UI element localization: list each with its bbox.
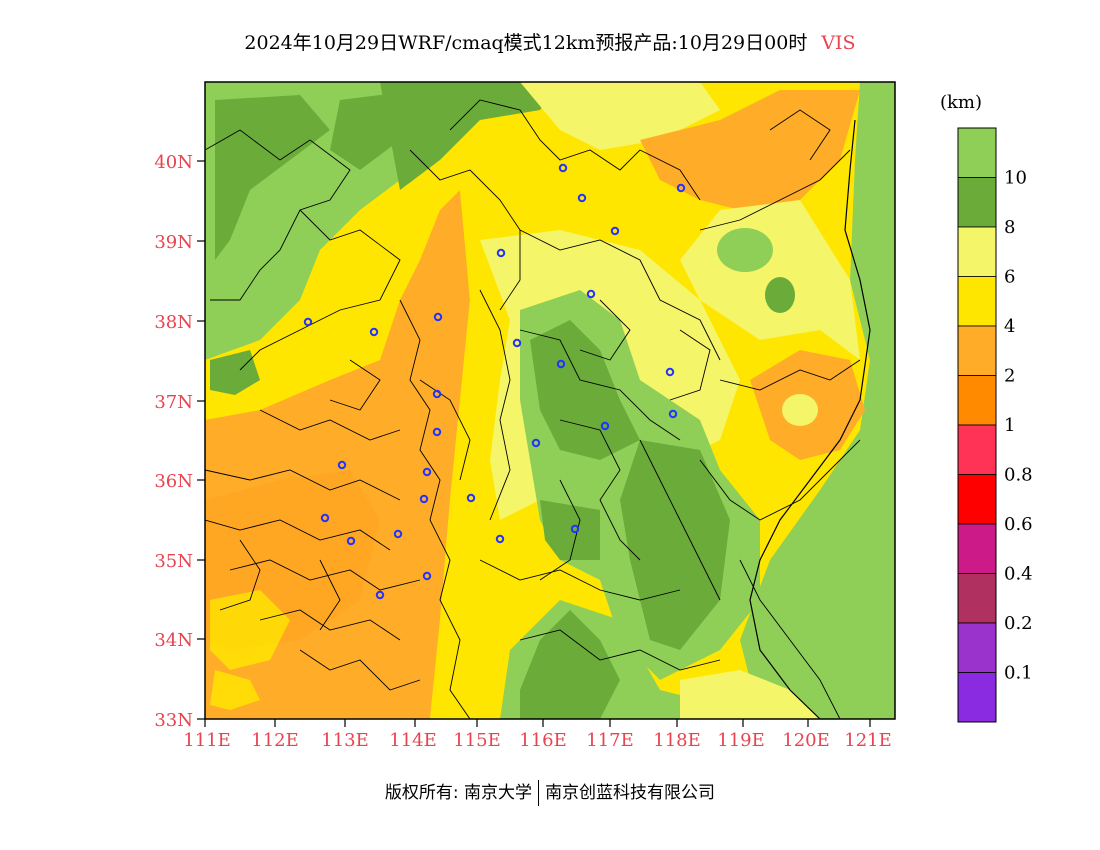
city-marker — [556, 359, 566, 369]
colorbar-label: 0.2 — [1004, 613, 1033, 634]
colorbar-swatch — [957, 127, 997, 178]
city-marker — [432, 389, 442, 399]
y-tick-label: 34N — [154, 630, 193, 651]
colorbar-swatch — [957, 226, 997, 277]
y-tick-label: 39N — [154, 232, 193, 253]
city-marker — [346, 536, 356, 546]
city-marker — [422, 571, 432, 581]
colorbar-swatch — [957, 424, 997, 475]
title-variable: VIS — [821, 32, 856, 54]
city-marker — [558, 163, 568, 173]
city-marker — [668, 409, 678, 419]
x-tick-label: 114E — [389, 730, 437, 751]
y-tick-label: 35N — [154, 551, 193, 572]
footer-copyright: 版权所有: 南京大学 — [384, 783, 533, 803]
city-markers — [303, 163, 686, 600]
city-marker — [665, 367, 675, 377]
x-tick-label: 116E — [519, 730, 567, 751]
city-marker — [419, 494, 429, 504]
city-marker — [303, 317, 313, 327]
footer-separator — [538, 780, 540, 806]
footer: 版权所有: 南京大学 南京创蓝科技有限公司 — [0, 778, 1100, 806]
city-marker — [432, 427, 442, 437]
y-tick-label: 37N — [154, 392, 193, 413]
y-tick-label: 38N — [154, 312, 193, 333]
y-tick-label: 36N — [154, 471, 193, 492]
x-tick-label: 115E — [453, 730, 501, 751]
city-marker — [320, 513, 330, 523]
colorbar-swatch — [957, 325, 997, 376]
city-marker — [393, 529, 403, 539]
city-marker — [337, 460, 347, 470]
colorbar-label: 0.8 — [1004, 465, 1033, 486]
colorbar-label: 10 — [1004, 168, 1027, 189]
colorbar-blocks — [957, 127, 997, 723]
x-tick-label: 119E — [717, 730, 765, 751]
y-tick-label: 33N — [154, 710, 193, 731]
colorbar-swatch — [957, 523, 997, 574]
colorbar-label: 4 — [1004, 316, 1015, 337]
colorbar-frame — [957, 127, 997, 723]
colorbar-label: 0.1 — [1004, 663, 1033, 684]
colorbar-label: 0.6 — [1004, 514, 1033, 535]
colorbar-swatch — [957, 573, 997, 624]
colorbar-swatch — [957, 474, 997, 525]
colorbar-label: 8 — [1004, 217, 1015, 238]
x-tick-label: 121E — [844, 730, 892, 751]
x-axis-labels: 111E 112E 113E 114E 115E 116E 117E 118E … — [183, 730, 892, 751]
footer-company: 南京创蓝科技有限公司 — [545, 783, 716, 803]
x-tick-label: 113E — [321, 730, 369, 751]
colorbar-swatch — [957, 622, 997, 673]
city-marker — [610, 226, 620, 236]
y-tick-marks — [197, 160, 205, 720]
city-marker — [676, 183, 686, 193]
coastline — [749, 119, 871, 719]
colorbar-label: 1 — [1004, 415, 1015, 436]
title-main: 2024年10月29日WRF/cmaq模式12km预报产品:10月29日00时 — [244, 32, 808, 54]
legend-unit: (km) — [940, 92, 982, 113]
colorbar-label: 0.4 — [1004, 564, 1033, 585]
boundary-lines — [205, 99, 861, 719]
map-title: 2024年10月29日WRF/cmaq模式12km预报产品:10月29日00时 V… — [0, 28, 1100, 55]
y-tick-label: 40N — [154, 152, 193, 173]
city-marker — [433, 312, 443, 322]
city-marker — [586, 289, 596, 299]
city-marker — [600, 421, 610, 431]
colorbar-swatch — [957, 375, 997, 426]
colorbar-swatch — [957, 177, 997, 228]
colorbar-label: 2 — [1004, 366, 1015, 387]
city-marker — [466, 493, 476, 503]
colorbar: (km) 10 8 6 4 2 1 0.8 0.6 0.4 0.2 0.1 — [940, 92, 1033, 723]
visibility-field — [205, 82, 895, 719]
city-marker — [512, 338, 522, 348]
x-tick-label: 117E — [586, 730, 634, 751]
y-axis-labels: 40N 39N 38N 37N 36N 35N 34N 33N — [154, 152, 193, 731]
city-marker — [495, 534, 505, 544]
city-marker — [577, 193, 587, 203]
x-tick-label: 111E — [183, 730, 231, 751]
city-marker — [375, 590, 385, 600]
city-marker — [369, 327, 379, 337]
city-marker — [531, 438, 541, 448]
x-tick-marks — [204, 719, 871, 727]
x-tick-label: 118E — [653, 730, 701, 751]
x-tick-label: 112E — [251, 730, 299, 751]
city-marker — [496, 248, 506, 258]
colorbar-swatch — [957, 672, 997, 723]
city-marker — [422, 467, 432, 477]
x-tick-label: 120E — [782, 730, 830, 751]
city-marker — [570, 524, 580, 534]
colorbar-swatch — [957, 276, 997, 327]
colorbar-labels: 10 8 6 4 2 1 0.8 0.6 0.4 0.2 0.1 — [1004, 168, 1033, 684]
colorbar-label: 6 — [1004, 267, 1015, 288]
